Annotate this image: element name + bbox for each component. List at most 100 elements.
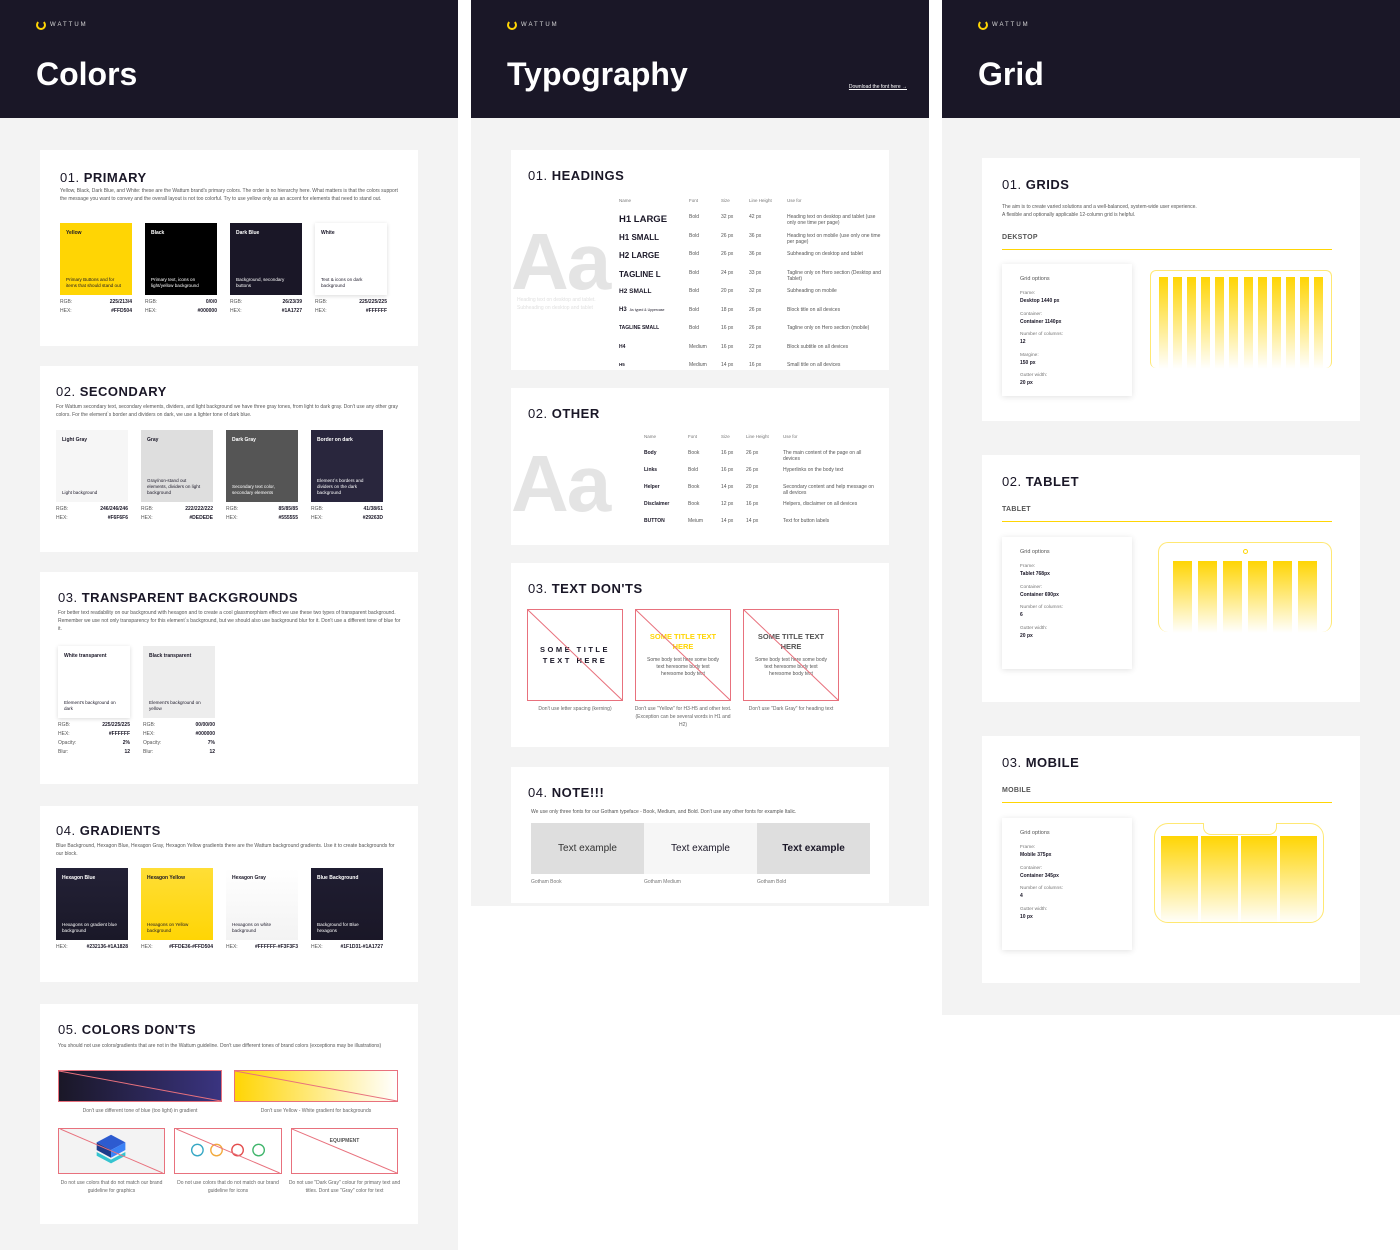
value-label: RGB: bbox=[230, 299, 243, 305]
value-label: RGB: bbox=[315, 299, 328, 305]
swatch-values: HEX: #1F1D31-#1A1727 bbox=[311, 943, 383, 952]
section-desc: For better text readability on our backg… bbox=[58, 610, 401, 632]
table-row-use: Heading text on desktop and tablet (use … bbox=[787, 214, 876, 226]
colors-page: WATTUM Colors 01. PRIMARY Yellow, Black,… bbox=[0, 0, 458, 1250]
table-row-font: Meium bbox=[688, 518, 704, 524]
grid-column bbox=[1159, 277, 1169, 369]
value-text: #FFFFFF bbox=[108, 731, 130, 737]
table-row-name: H1 LARGE bbox=[619, 214, 668, 225]
table-row-use: Block title on all devices bbox=[787, 306, 841, 313]
value-text: 12 bbox=[124, 749, 130, 755]
section-title: GRADIENTS bbox=[79, 823, 161, 838]
swatch-value-row: HEX: #29263D bbox=[311, 514, 383, 523]
camera-icon bbox=[1243, 549, 1248, 554]
dont-yellow-white-gradient bbox=[234, 1070, 398, 1102]
grid-column bbox=[1229, 277, 1239, 369]
table-row-size: 24 px bbox=[721, 269, 734, 276]
section-number: 01. bbox=[528, 168, 548, 183]
table-row-size: 16 px bbox=[721, 467, 734, 473]
value-label: RGB: bbox=[226, 506, 239, 512]
dont-dark-gray-heading: SOME TITLE TEXT HERE Some body text here… bbox=[743, 609, 839, 701]
table-row-name: BUTTON bbox=[644, 518, 665, 524]
grid-column bbox=[1271, 277, 1281, 369]
table-row-use: Hyperlinks on the body text bbox=[783, 467, 844, 473]
swatch-use: Light background bbox=[62, 490, 98, 495]
table-row-name: H5 bbox=[619, 362, 625, 367]
wattum-logo: WATTUM bbox=[36, 20, 88, 30]
swatch-name: Gray bbox=[147, 437, 159, 443]
value-label: RGB: bbox=[60, 299, 73, 305]
grid-option-value: 10 px bbox=[1020, 913, 1033, 920]
swatch-value-row: HEX: #F6F6F6 bbox=[56, 514, 128, 523]
value-label: HEX: bbox=[56, 944, 68, 950]
swatch-value-row: RGB: 41/38/61 bbox=[311, 505, 383, 514]
download-font-link[interactable]: Download the font here → bbox=[848, 84, 907, 90]
swatch-value-row: HEX: #1A1727 bbox=[230, 307, 302, 316]
value-label: Blur: bbox=[58, 749, 69, 755]
table-row-size: 32 px bbox=[721, 214, 734, 220]
section-heading: 01. GRIDS bbox=[1002, 177, 1069, 192]
swatch-value-row: HEX: #000000 bbox=[145, 307, 217, 316]
mobile-frame bbox=[1154, 823, 1324, 924]
grid-column bbox=[1201, 277, 1211, 369]
swatch-value-row: Blur: 12 bbox=[143, 748, 215, 757]
swatch-name: Yellow bbox=[66, 230, 82, 236]
value-label: HEX: bbox=[58, 731, 70, 737]
table-row-font: Book bbox=[688, 450, 700, 456]
swatch-value-row: RGB: 0/0/0 bbox=[145, 298, 217, 307]
grid-option-label: Gutter width: bbox=[1020, 373, 1048, 378]
swatch-values: RGB: 225/225/225 HEX: #FFFFFF Opacity: 2% Blur… bbox=[58, 721, 130, 757]
grid-option-label: Frame: bbox=[1020, 845, 1036, 850]
colors-donts-card: 05. COLORS DON'TS You should not use col… bbox=[40, 1004, 418, 1224]
page-title: Grid bbox=[978, 56, 1044, 92]
table-row-use: Subheading on desktop and tablet bbox=[787, 251, 863, 257]
value-text: #FFDE36-#FFD504 bbox=[169, 944, 213, 950]
section-heading: 01. PRIMARY bbox=[60, 170, 147, 185]
font-caption: Gotham Medium bbox=[644, 879, 681, 885]
table-row-use: Helpers, disclaimer on all devices bbox=[783, 501, 858, 507]
grid-option-value: 20 px bbox=[1020, 632, 1033, 639]
section-heading: 04. GRADIENTS bbox=[56, 823, 161, 838]
swatch-values: RGB: 41/38/61 HEX: #29263D bbox=[311, 505, 383, 523]
value-text: 7% bbox=[207, 740, 215, 746]
wattum-logo: WATTUM bbox=[978, 20, 1030, 30]
value-text: 41/38/61 bbox=[363, 506, 383, 512]
section-desc: Yellow, Black, Dark Blue, and White: the… bbox=[60, 188, 398, 202]
table-row-use: Subheading on mobile bbox=[787, 288, 837, 294]
value-label: HEX: bbox=[226, 944, 238, 950]
section-number: 04. bbox=[528, 785, 548, 800]
cross-line bbox=[59, 1071, 221, 1101]
swatch-value-row: RGB: 00/00/00 bbox=[143, 721, 215, 730]
swatch-value-row: RGB: 225/225/225 bbox=[58, 721, 130, 730]
color-swatch: Blue Background Background for Blue hexag… bbox=[311, 868, 383, 940]
section-heading: 03. TEXT DON'TS bbox=[528, 581, 643, 596]
grid-option-label: Frame: bbox=[1020, 564, 1036, 569]
sub-heading: DEKSTOP bbox=[1002, 234, 1038, 241]
value-label: HEX: bbox=[141, 515, 153, 521]
section-desc: Blue Background, Hexagon Blue, Hexagon G… bbox=[56, 843, 395, 857]
table-row-font: Bold bbox=[689, 214, 700, 220]
table-row-font: Bold bbox=[689, 306, 700, 313]
primary-card: 01. PRIMARY Yellow, Black, Dark Blue, an… bbox=[40, 150, 418, 346]
swatch-values: RGB: 225/225/225 HEX: #FFFFFF bbox=[315, 298, 387, 316]
illustration-graphic bbox=[60, 1129, 163, 1173]
desktop-frame bbox=[1150, 270, 1332, 369]
grid-option-label: Number of columns: bbox=[1020, 886, 1063, 891]
table-row-size: 26 px bbox=[721, 251, 734, 257]
dont-letter-spacing: SOME TITLE TEXT HERE bbox=[527, 609, 623, 701]
value-label: HEX: bbox=[311, 944, 323, 950]
table-row-size: 16 px bbox=[721, 343, 734, 350]
grid-column bbox=[1280, 836, 1317, 924]
section-heading: 02. TABLET bbox=[1002, 474, 1079, 489]
section-number: 03. bbox=[1002, 755, 1022, 770]
headings-card: 01. HEADINGS Aa Heading text on desktop … bbox=[511, 150, 889, 370]
divider bbox=[1002, 802, 1332, 803]
dont-gray-text: EQUIPMENT bbox=[291, 1128, 398, 1174]
swatch-name: Blue Background bbox=[317, 875, 359, 881]
color-swatch: Hexagon Blue Hexagons on gradient blue ba… bbox=[56, 868, 128, 940]
value-text: #FFFFFF bbox=[365, 308, 387, 314]
table-row-lineheight: 42 px bbox=[749, 214, 762, 220]
section-number: 02. bbox=[528, 406, 548, 421]
dont-title: SOME TITLE TEXT HERE bbox=[757, 632, 825, 651]
section-title: MOBILE bbox=[1025, 755, 1080, 770]
